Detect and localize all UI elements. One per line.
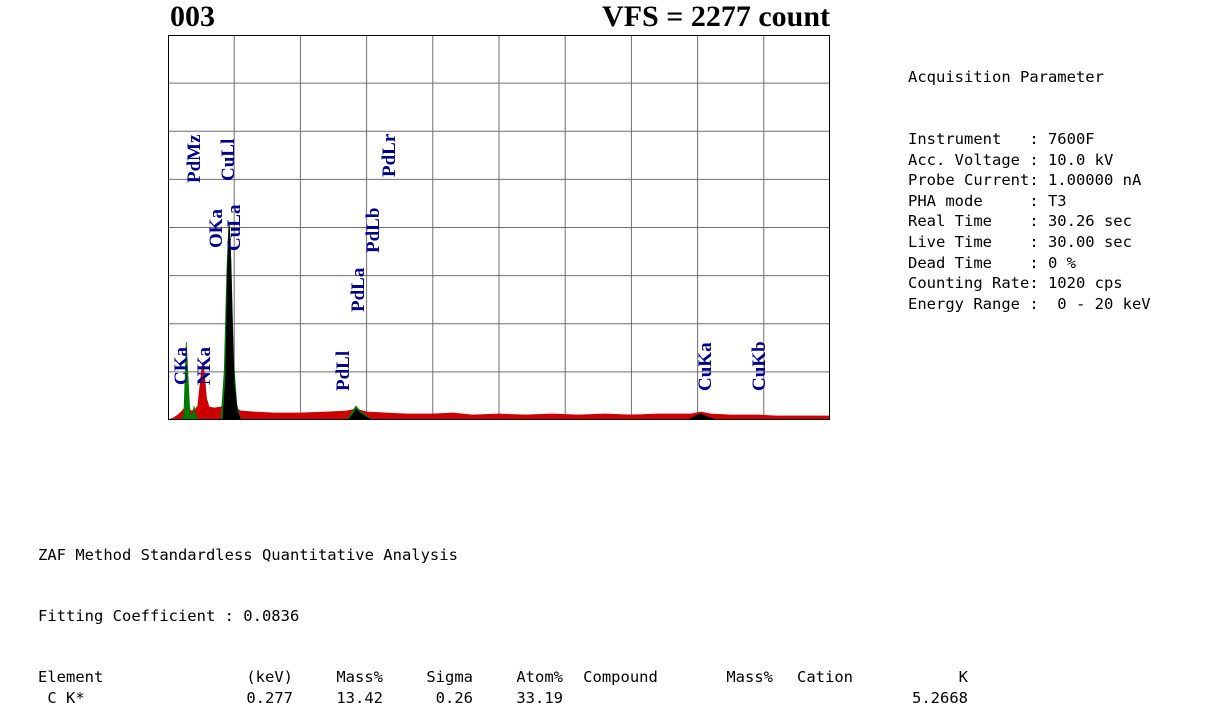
acq-line-instrument: Instrument : 7600F — [908, 129, 1095, 148]
col-header-mass: Mass% — [336, 668, 383, 687]
peak-label-nka: NKa — [194, 347, 215, 385]
peak-label-cula: CuLa — [224, 204, 245, 251]
acq-line-probe-current: Probe Current: 1.00000 nA — [908, 171, 1142, 190]
acquisition-panel: Acquisition Parameter Instrument : 7600F… — [908, 26, 1151, 356]
table-header-row: Element (keV) Mass% Sigma Atom% Compound Mass%… — [38, 667, 968, 687]
col-header-atom: Atom% — [516, 668, 563, 687]
acquisition-title: Acquisition Parameter — [908, 68, 1104, 87]
acq-line-energy-range: Energy Range : 0 - 20 keV — [908, 294, 1151, 313]
series-main-peaks-black — [222, 224, 718, 420]
analysis-title: ZAF Method Standardless Quantitative Ana… — [38, 545, 458, 564]
col-header-compound: Compound — [583, 668, 658, 687]
spectrum-id: 003 — [170, 0, 215, 33]
acq-line-real-time: Real Time : 30.26 sec — [908, 212, 1132, 231]
acq-line-acc-voltage: Acc. Voltage : 10.0 kV — [908, 150, 1114, 169]
peak-label-pdlr: PdLr — [379, 133, 400, 177]
col-header-element: Element — [38, 668, 104, 687]
peak-label-pdll: PdLl — [333, 350, 354, 391]
quant-table: Element (keV) Mass% Sigma Atom% Compound Mass%… — [38, 667, 968, 703]
peak-label-cukb: CuKb — [749, 341, 770, 391]
col-header-sigma: Sigma — [426, 668, 473, 687]
col-header-k: K — [958, 668, 968, 687]
peak-label-cka: CKa — [171, 347, 192, 385]
analysis-section: ZAF Method Standardless Quantitative Ana… — [38, 504, 968, 703]
peak-label-pdlb: PdLb — [363, 207, 384, 253]
peak-label-pdla: PdLa — [348, 267, 369, 312]
peak-label-pdmz: PdMz — [184, 134, 205, 183]
acq-line-live-time: Live Time : 30.00 sec — [908, 232, 1132, 251]
col-header-cation: Cation — [797, 668, 853, 687]
col-header-kev: (keV) — [246, 668, 293, 687]
spectrum-chart — [168, 35, 830, 420]
acq-line-pha-mode: PHA mode : T3 — [908, 191, 1067, 210]
table-row: C K* 0.277 13.42 0.26 33.19 5.2668 — [38, 688, 968, 703]
acquisition-lines: Instrument : 7600F Acc. Voltage : 10.0 kV… — [908, 129, 1151, 314]
vfs-label: VFS = 2277 count — [602, 0, 830, 33]
acq-line-dead-time: Dead Time : 0 % — [908, 253, 1076, 272]
spectrum-plot: CKa NKa OKa PdMz CuLa CuLl PdLl PdLa PdLb PdLr CuK… — [168, 35, 830, 420]
peak-label-cull: CuLl — [218, 138, 239, 181]
fitting-coefficient: Fitting Coefficient : 0.0836 — [38, 607, 300, 626]
col-header-mass: Mass% — [726, 668, 773, 687]
acq-line-counting-rate: Counting Rate: 1020 cps — [908, 274, 1123, 293]
peak-label-cuka: CuKa — [695, 342, 716, 391]
